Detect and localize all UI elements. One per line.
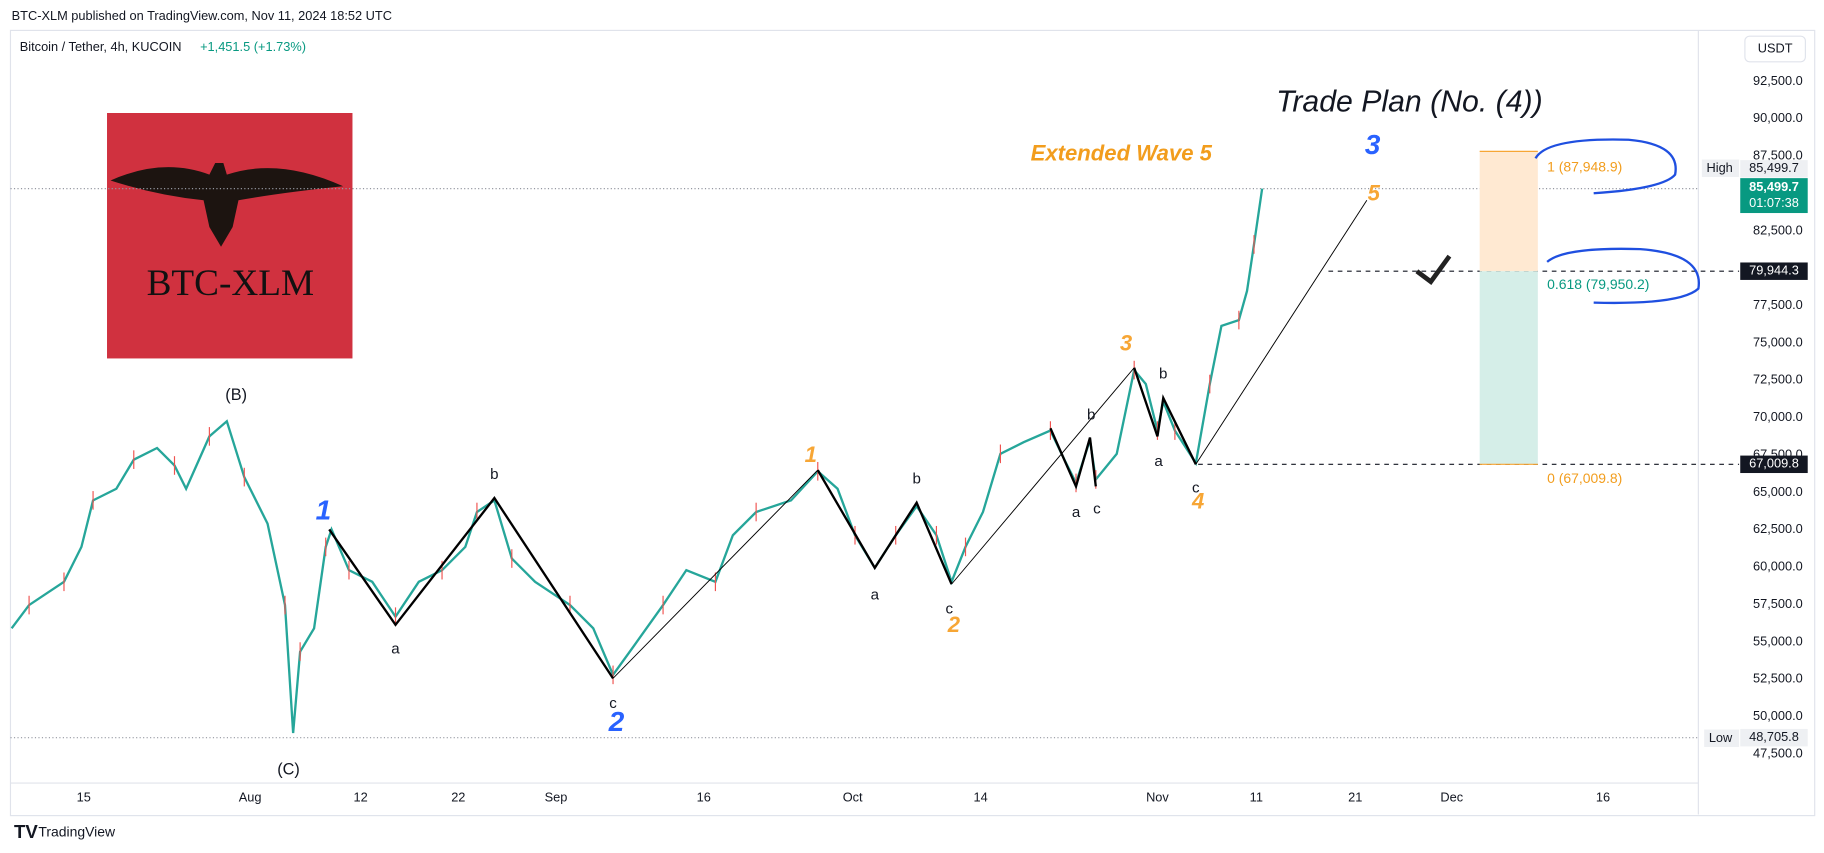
symbol: Bitcoin / Tether, 4h, KUCOIN: [20, 39, 182, 54]
wave-label: b: [490, 466, 498, 483]
wave-label: c: [1192, 480, 1200, 497]
price-tick-label: 72,500.0: [1753, 372, 1803, 387]
time-tick-label: 12: [354, 790, 368, 805]
price-tick-label: 62,500.0: [1753, 521, 1803, 536]
wave-label: 3: [1120, 330, 1133, 355]
time-tick-label: 16: [697, 790, 711, 805]
time-tick-label: Aug: [239, 790, 262, 805]
time-tick-label: Dec: [1440, 790, 1463, 805]
wave-label: b: [1159, 366, 1167, 383]
level-price-box: [1740, 455, 1808, 474]
time-tick-label: Oct: [843, 790, 863, 805]
wave-label: a: [391, 640, 400, 657]
highlight-circle: [1534, 138, 1677, 195]
wave-label: (C): [277, 761, 300, 779]
wave-label: 2: [947, 612, 961, 637]
level-price: 79,944.3: [1749, 263, 1799, 278]
tv-logo: TV: [14, 821, 38, 842]
wave-label: 4: [1191, 489, 1204, 514]
currency[interactable]: USDT: [1758, 40, 1793, 55]
price-tick-label: 77,500.0: [1753, 297, 1803, 312]
wave-label: a: [1154, 453, 1163, 470]
highlight-circle: [1546, 247, 1700, 305]
price-tick-label: 47,500.0: [1753, 745, 1803, 760]
fib-label: 0 (67,009.8): [1547, 470, 1622, 486]
wave-label: c: [1093, 501, 1101, 518]
price-tick-label: 50,000.0: [1753, 708, 1803, 723]
low-price-box: [1740, 728, 1808, 747]
last-box: [1740, 178, 1808, 214]
wave-zigzag: [1133, 367, 1197, 465]
chart-frame: [9, 29, 1816, 817]
time-tick-label: Nov: [1146, 790, 1169, 805]
time-tick-label: 22: [451, 790, 465, 805]
price-tick-label: 60,000.0: [1753, 559, 1803, 574]
countdown: 01:07:38: [1749, 195, 1799, 210]
price-tick-label: 52,500.0: [1753, 671, 1803, 686]
fib-label: 1 (87,948.9): [1547, 158, 1622, 174]
currency-button[interactable]: [1744, 35, 1806, 63]
high-tag: [1701, 159, 1740, 177]
logo-text: BTC-XLM: [147, 263, 314, 304]
extended-wave: Extended Wave 5: [1031, 141, 1213, 166]
time-tick-label: 15: [77, 790, 91, 805]
wave-label: 2: [608, 706, 625, 737]
wave-label: (B): [225, 386, 247, 404]
price-tick-label: 70,000.0: [1753, 409, 1803, 424]
high-label: High: [1707, 160, 1733, 175]
level-price-box: [1740, 262, 1808, 280]
wave-label: a: [1072, 504, 1081, 521]
wave-line: [1195, 199, 1368, 465]
change: +1,451.5 (+1.73%): [200, 39, 306, 54]
high-price: 85,499.7: [1749, 160, 1799, 175]
wave-line: [951, 367, 1135, 585]
wave-line: [612, 469, 819, 679]
price-tick-label: 65,000.0: [1753, 484, 1803, 499]
high-price-box: [1740, 160, 1808, 178]
price-tick-label: 82,500.0: [1753, 222, 1803, 237]
wave-label: 1: [316, 494, 332, 525]
price-tick-label: 57,500.0: [1753, 596, 1803, 611]
price-tick-label: 92,500.0: [1753, 73, 1803, 88]
wave-label: b: [912, 470, 920, 487]
low-tag: [1704, 729, 1740, 747]
footer-brand: TradingView: [38, 824, 116, 840]
time-tick-label: 14: [974, 790, 988, 805]
wave-label: a: [871, 587, 880, 604]
published-line: BTC-XLM published on TradingView.com, No…: [12, 8, 392, 23]
wave-label: c: [945, 601, 953, 618]
price-tick-label: 55,000.0: [1753, 633, 1803, 648]
last-price: 85,499.7: [1749, 179, 1799, 194]
wave-label: b: [1087, 406, 1095, 423]
wave-zigzag: [816, 469, 953, 585]
eagle: [110, 163, 344, 247]
wave-label: 1: [805, 442, 817, 467]
fib-label: 0.618 (79,950.2): [1547, 276, 1649, 292]
level-price: 67,009.8: [1749, 456, 1799, 471]
wave-zigzag: [1049, 427, 1097, 490]
wave-label: 3: [1365, 129, 1381, 160]
wave-label: c: [609, 695, 617, 712]
time-tick-label: 11: [1250, 790, 1263, 805]
low-price: 48,705.8: [1749, 729, 1799, 744]
wave-zigzag: [328, 496, 615, 679]
time-tick-label: 16: [1596, 790, 1610, 805]
time-tick-label: Sep: [545, 790, 568, 805]
fib-zone-lower: [1479, 271, 1538, 465]
price-tick-label: 90,000.0: [1753, 110, 1803, 125]
trade-plan-title: Trade Plan (No. (4)): [1276, 86, 1543, 119]
checkmark: [1415, 254, 1452, 285]
fib-zone-upper: [1479, 151, 1538, 272]
price-tick-label: 87,500.0: [1753, 148, 1803, 163]
logo: [107, 113, 353, 359]
wave-label: 5: [1368, 180, 1381, 205]
low-label: Low: [1709, 730, 1733, 745]
time-tick-label: 21: [1348, 790, 1362, 805]
price-tick-label: 75,000.0: [1753, 334, 1803, 349]
